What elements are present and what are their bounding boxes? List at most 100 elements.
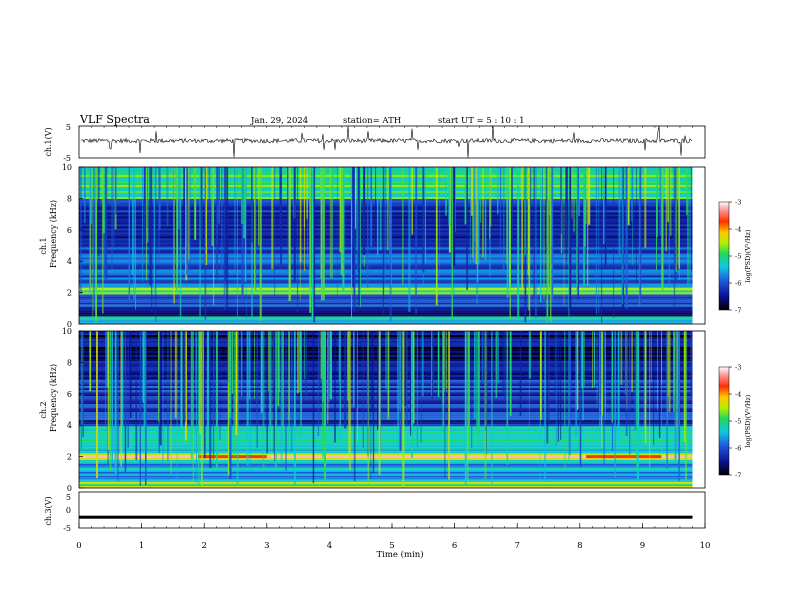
ch1-spectrogram-streak [577,167,579,300]
ch1-spectrogram-streak [667,167,669,223]
ch1-spectrogram-streak [241,167,244,303]
ch1-spectrogram-streak [92,167,94,317]
ch2-spectrogram-streak [473,331,476,419]
ch2-spectrogram-band-row [79,429,693,432]
ch2-spectrogram-streak [256,331,258,448]
ch1-spectrogram-streak [480,167,482,223]
ch2-spectrogram-band-row [79,471,693,474]
ch1-spectrogram-streak [218,167,220,224]
ch2-spectrogram-ytick-label: 6 [67,390,72,399]
ch1-spectrogram-streak [187,167,190,260]
ch1-spectrogram-streak [613,167,615,318]
ch1-spectrogram-streak [475,167,478,265]
ch2-spectrogram-streak [82,331,84,438]
ch2-spectrogram-streak [683,331,686,442]
ch2-spectrogram-streak [204,331,206,459]
ch2-spectrogram-streak [643,331,645,446]
ch2-spectrogram-band-row [79,435,693,438]
ch1-spectrogram-streak [386,167,389,251]
ch2-spectrogram-band-row [79,482,693,485]
ch1-spectrogram-streak [311,167,314,318]
ch1-ytick-bottom: -5 [63,154,71,163]
ch2-spectrogram-streak [399,331,402,410]
ch1-spectrogram-streak [691,167,692,273]
ch2-spectrogram-band-row [79,412,693,415]
ch1-spectrogram-streak [503,167,505,273]
time-axis-ticks: 0 1 2 3 4 5 6 7 8 9 10 [76,126,710,551]
figure-title: VLF Spectra [79,113,150,126]
ch2-spectrogram-streak [416,331,418,448]
ch1-spectrogram-colorbar-tick-label: -4 [735,226,741,234]
ch2-spectrogram-streak [129,331,132,419]
ch2-spectrogram-streak [603,331,605,465]
ch1-spectrogram-colorbar-tick-label: -3 [735,199,741,207]
ch2-spectrogram-streak [661,331,662,452]
ch2-spectrogram-streak [197,331,200,485]
ch1-spectrogram-band-row [79,306,693,309]
ch2-spectrogram-streak [167,331,169,461]
ch1-spectrogram-streak [528,167,530,311]
ch2-spectrogram-streak [397,331,399,454]
ch2-spectrogram-streak [324,331,326,482]
header-date: Jan. 29, 2024 [250,116,308,126]
ch1-spectrogram-streak [678,167,680,269]
ch2-spectrogram-streaks [80,331,693,488]
ch1-spectrogram-streak [151,167,153,313]
ch2-spectrogram-streak [509,331,512,416]
ch1-spectrogram-streak [84,167,86,224]
ch1-spectrogram-streak [204,167,207,320]
ch2-spectrogram-band-row [79,424,693,427]
ch2-spectrogram-band-row [79,479,693,482]
ch1-spectrogram-streak [472,167,475,262]
ch2-spectrogram-streak [184,331,187,441]
ch2-spectrogram-streak [327,331,330,403]
ch2-spectrogram-band-row [79,420,693,423]
ch2-spectrogram-band-row [79,465,693,468]
ch2-spectrogram-streak [170,331,172,473]
ch2-spectrogram-band-row [79,425,693,428]
ch2-spectrogram-streak [370,331,372,480]
ch2-spectrogram-streak [583,331,585,387]
ch1-spectrogram-streak [569,167,572,317]
ch3-ylabel: ch.3(V) [44,496,53,525]
ch1-spectrogram-band-row [79,288,693,291]
ch1-spectrogram-streak [638,167,640,307]
ch2-spectrogram-streak [303,331,305,380]
ch2-spectrogram-streak [89,331,92,392]
ch2-spectrogram-streak [564,331,566,471]
ch1-spectrogram-ytick-label: 6 [67,226,72,235]
ch2-spectrogram-streak [604,331,606,421]
ch2-spectrogram-streak [174,331,177,419]
ch2-spectrogram-streak [250,331,252,472]
ch2-spectrogram-streak [611,331,613,423]
ch2-spectrogram-band-row [79,445,693,448]
ch1-spectrogram-streak [274,167,276,297]
ch1-spectrogram-streak [132,167,134,275]
ch2-spectrogram-streak [355,331,358,408]
ch1-spectrogram-streak [360,167,361,308]
ch2-spectrogram-streak [540,331,542,420]
ch2-spectrogram-band-row [79,406,693,409]
ch1-spectrogram-streak [356,167,358,251]
ch2-spectrogram-band-row [79,394,693,397]
ch2-spectrogram-streak [420,331,422,443]
ch1-spectrogram-streak [103,167,105,234]
ch1-spectrogram-streak [435,167,438,306]
ch1-spectrogram-streak [158,167,161,230]
ch2-spectrogram-streak [127,331,129,448]
ch1-spectrogram-streak [578,167,580,216]
ch3-waveform-panel: 5 0 -5 ch.3(V) 0 1 2 3 4 5 6 7 8 9 10 Time (min) [44,126,710,560]
ch1-spectrogram-streak [668,167,670,288]
ch1-spectrogram-streak [484,167,487,260]
ch3-ytick-top: 5 [66,493,71,502]
ch2-spectrogram-streak [657,331,658,411]
ch1-spectrogram-streak [358,167,360,306]
ch1-spectrogram-streak [546,167,549,324]
ch2-spectrogram-streak [185,331,186,423]
ch2-spectrogram-streak [582,331,584,421]
ch1-spectrogram-band-row [79,300,693,303]
ch1-spectrogram-streak [176,167,179,293]
ch2-spectrogram-band-row [79,449,693,452]
time-xtick-label: 8 [577,541,582,551]
ch1-spectrogram-ytick-label: 2 [67,289,72,298]
